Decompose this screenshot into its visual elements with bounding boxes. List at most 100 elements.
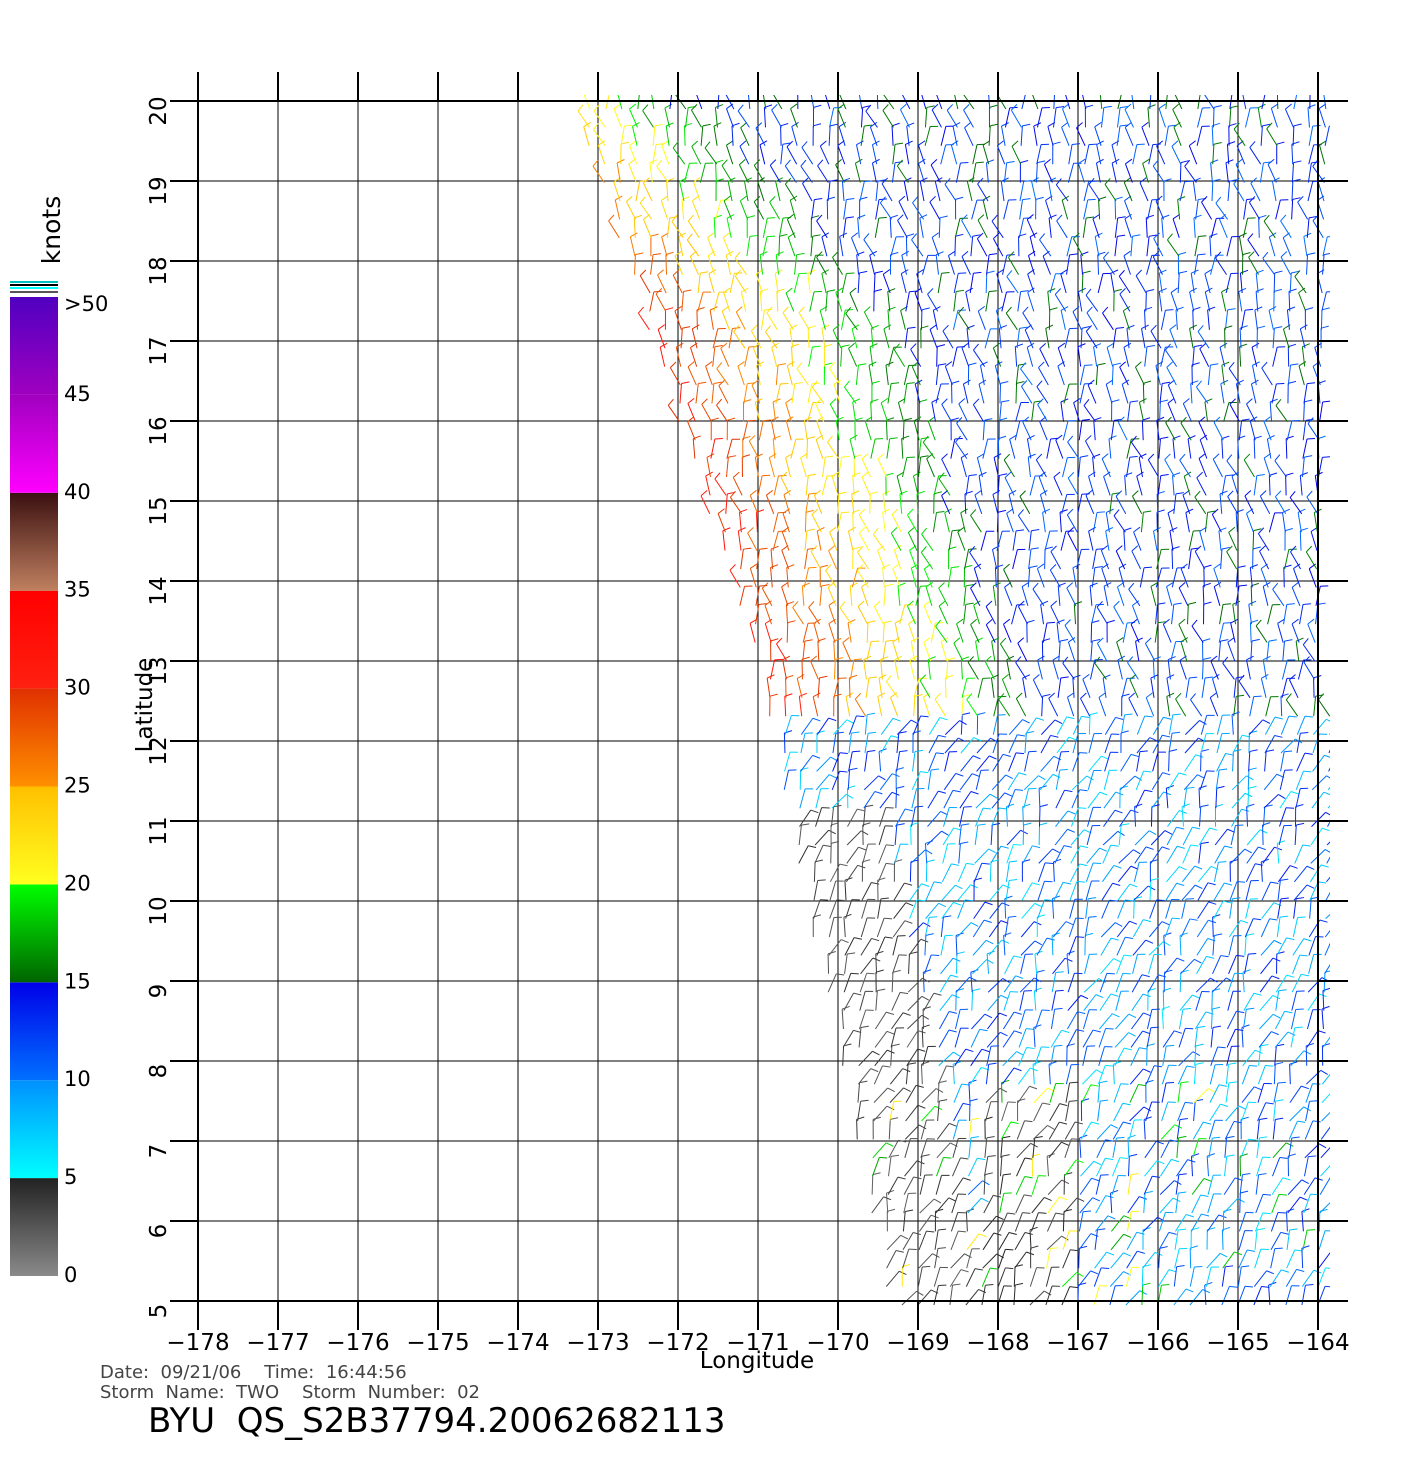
wind-barb [1083,1046,1087,1066]
wind-barb [1232,476,1238,495]
wind-barb-flag [1307,1230,1315,1231]
wind-barb [1328,774,1340,790]
wind-barb-flag [1037,161,1045,163]
wind-barb [905,1125,919,1139]
wind-barb [781,478,790,496]
wind-barb-flag [962,215,968,221]
wind-barb-flag [1305,1285,1313,1286]
wind-barb-flag [814,198,822,199]
wind-barb [1246,881,1251,900]
wind-barb-flag [1111,994,1119,996]
wind-barb [670,368,680,385]
wind-barb [1118,884,1130,900]
wind-barb [762,588,772,606]
wind-barb [1327,830,1341,845]
wind-barb-flag [1069,1101,1077,1102]
wind-barb-flag [985,1285,993,1286]
wind-barb-flag [850,435,857,439]
wind-barb-flag [1269,307,1276,311]
wind-barb-flag [891,1155,899,1156]
wind-barb-flag [1018,1099,1026,1101]
wind-barb-flag [1224,883,1232,885]
wind-barb-flag [1269,640,1277,641]
wind-barb [1320,1199,1334,1213]
wind-barb [1118,422,1127,440]
wind-barb-flag [1304,939,1312,941]
wind-barb-flag [1263,1194,1271,1195]
wind-barb [954,1084,962,1102]
wind-barb [734,332,745,348]
wind-barb-flag [668,399,673,405]
wind-barb-flag [914,1177,922,1179]
wind-barb [898,586,900,606]
wind-barb [801,166,812,182]
wind-barb-flag [1145,790,1153,791]
wind-barb [769,458,774,477]
wind-barb-flag [1073,675,1081,678]
wind-barb [1030,1291,1044,1305]
wind-barb-flag [1025,1121,1033,1122]
wind-barb [1099,697,1106,716]
wind-barb [1043,512,1046,532]
wind-barb-flag [861,1100,869,1101]
wind-barb [1124,531,1125,551]
wind-barb [1166,883,1177,900]
wind-barb [986,292,989,312]
colorbar-tick-label: 25 [64,774,91,798]
wind-barb [829,108,833,128]
wind-barb [862,477,870,495]
wind-barb-flag [1214,105,1222,107]
wind-barb [843,218,846,238]
wind-barb [1299,366,1304,385]
wind-barb [1088,385,1096,403]
wind-barb [1327,846,1337,864]
wind-barb [711,439,715,459]
wind-barb-flag [1027,620,1035,622]
wind-barb [1007,830,1021,845]
wind-barb [1157,550,1162,569]
wind-barb [986,273,987,293]
wind-barb-flag [1004,933,1012,936]
wind-barb [1145,643,1154,661]
wind-barb [772,347,777,366]
wind-barb [1172,549,1173,569]
wind-barb-flag [1061,1142,1068,1145]
wind-barb [1032,1197,1045,1213]
wind-barb [1202,202,1212,219]
wind-barb [1000,402,1002,422]
wind-barb-flag [1318,1031,1326,1033]
wind-barb-flag [853,547,861,549]
wind-barb [1005,108,1009,128]
wind-barb-flag [1214,143,1222,145]
wind-barb [958,532,965,551]
wind-barb-flag [1060,639,1068,641]
wind-barb [1115,1048,1124,1066]
wind-barb-flag [887,1050,894,1053]
wind-barb-flag [670,362,676,368]
wind-barb-flag [1334,1143,1341,1147]
wind-barb-flag [643,178,649,183]
wind-barb-flag [1246,1008,1254,1009]
wind-barb [1305,1144,1319,1158]
wind-barb-flag [886,473,894,475]
wind-barb-flag [662,141,668,146]
wind-barb [1097,607,1107,624]
wind-barb [1000,644,1010,661]
wind-barb-flag [1324,755,1331,758]
wind-barb [1116,551,1124,569]
wind-barb [1198,883,1208,900]
wind-barb [1029,531,1031,551]
wind-barb-flag [1198,254,1206,255]
wind-barb-flag [1309,1101,1317,1102]
wind-barb-flag [1212,1007,1220,1009]
wind-barb [877,918,884,937]
wind-barb [830,881,836,900]
wind-barb-flag [1121,1084,1129,1085]
x-tick-label: −167 [1046,1330,1109,1356]
wind-barb-flag [1245,849,1252,853]
wind-barb [1197,108,1202,127]
wind-barb [975,495,982,514]
wind-barb-flag [723,233,729,238]
wind-barb [870,255,875,274]
wind-barb [808,403,813,422]
